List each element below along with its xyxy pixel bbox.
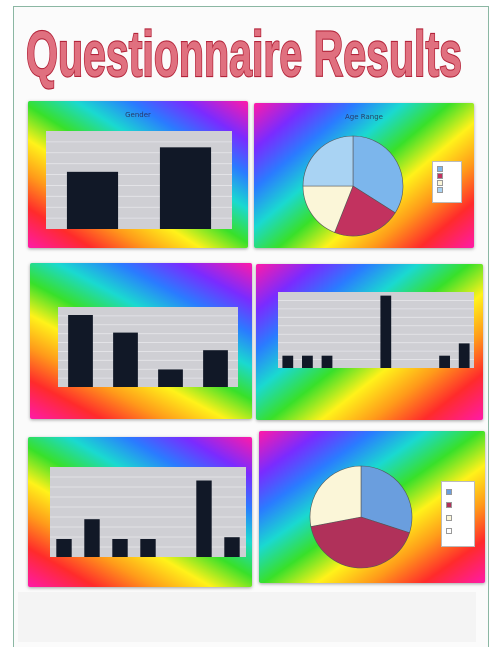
chart-panel-pie-2 — [259, 431, 485, 583]
page-title: Questionnaire Results — [25, 17, 463, 91]
bar — [458, 343, 470, 368]
chart-panel-products — [28, 437, 252, 587]
bar-chart — [46, 131, 232, 229]
pie-chart — [302, 135, 404, 237]
pie-area — [302, 133, 404, 239]
legend-item — [437, 179, 457, 186]
page-bottom-margin — [18, 592, 476, 642]
legend-item — [446, 498, 470, 511]
bar — [203, 350, 228, 387]
pie-slice — [302, 185, 354, 233]
legend-swatch — [437, 172, 443, 179]
plot-area — [46, 131, 232, 229]
pie-slice — [302, 135, 354, 187]
legend-item — [437, 165, 457, 172]
chart-panel-visit-frequency — [30, 263, 252, 419]
pie-slice — [334, 185, 396, 237]
chart-title: Age Range — [345, 113, 383, 121]
legend-swatch — [437, 165, 443, 172]
bar — [140, 539, 156, 557]
bar — [84, 519, 100, 557]
legend-swatch — [446, 501, 452, 508]
bar-chart — [58, 307, 238, 387]
legend-item — [446, 511, 470, 524]
chart-legend — [441, 481, 475, 547]
legend-item — [437, 172, 457, 179]
chart-legend — [432, 161, 462, 203]
bar — [224, 537, 240, 557]
chart-panel-categories — [256, 264, 483, 420]
pie-slice — [310, 516, 410, 569]
pie-area — [309, 461, 413, 573]
bar — [112, 539, 128, 557]
bar — [282, 355, 294, 368]
bar — [56, 539, 72, 557]
bar — [302, 355, 313, 368]
pie-slice — [309, 465, 362, 527]
bar — [68, 315, 93, 387]
bar — [158, 369, 183, 387]
legend-swatch — [437, 186, 443, 193]
plot-area — [50, 467, 246, 557]
legend-swatch — [446, 488, 452, 495]
bar — [321, 355, 333, 368]
bar-chart — [278, 292, 474, 368]
chart-panel-age-range: Age Range — [254, 103, 474, 248]
plot-background — [278, 292, 474, 368]
bar-chart — [50, 467, 246, 557]
chart-panel-gender: Gender — [28, 101, 248, 248]
bar — [159, 147, 212, 229]
legend-item — [446, 524, 470, 537]
pie-chart — [309, 465, 413, 569]
chart-title: Gender — [125, 111, 151, 119]
bar — [113, 332, 138, 387]
plot-area — [278, 292, 474, 368]
pie-slice — [360, 465, 413, 534]
legend-swatch — [437, 179, 443, 186]
plot-area — [58, 307, 238, 387]
bar — [439, 355, 450, 368]
legend-item — [446, 485, 470, 498]
page-title-text: Questionnaire Results — [26, 18, 462, 90]
legend-item — [437, 186, 457, 193]
bar — [380, 295, 392, 368]
legend-swatch — [446, 527, 452, 534]
legend-swatch — [446, 514, 452, 521]
bar — [196, 480, 212, 557]
bar — [66, 171, 119, 229]
